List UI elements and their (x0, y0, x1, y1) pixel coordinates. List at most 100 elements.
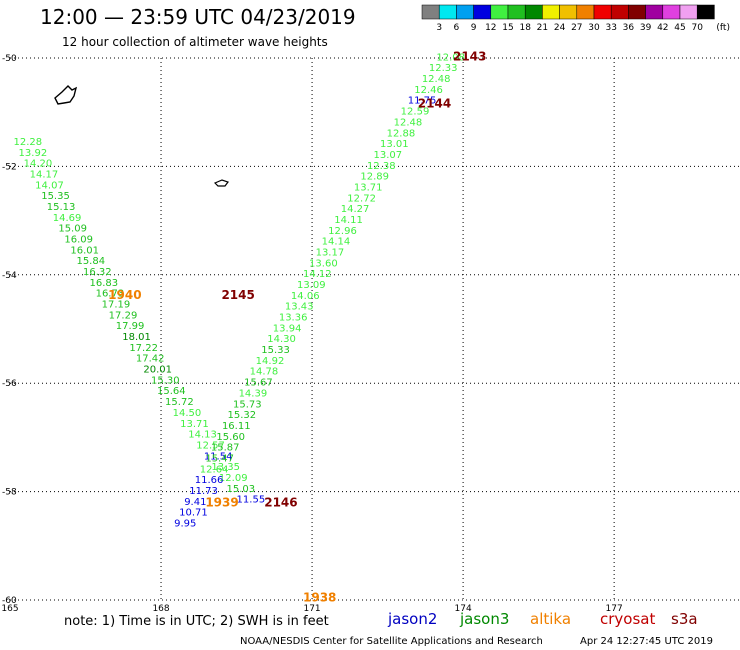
swh-value-label: 13.07 (373, 150, 402, 161)
colorbar-label: 18 (519, 23, 531, 33)
swh-value-label: 16.09 (64, 234, 93, 245)
pass-number-label: 2143 (453, 49, 486, 63)
y-tick-label: -50 (2, 54, 17, 64)
swh-value-label: 11.55 (237, 495, 266, 506)
pass-labels: 2143 2144 1940 2145 1939 2146 1938 (108, 49, 486, 604)
colorbar-label: 24 (554, 23, 566, 33)
satellite-legend-label: altika (530, 610, 571, 628)
swh-value-label: 13.71 (180, 419, 209, 430)
swh-value-label: 17.22 (129, 343, 158, 354)
swh-value-label: 15.73 (233, 399, 262, 410)
colorbar-legend: 3 6 9 12 15 18 21 24 27 30 33 36 39 42 45 70 (ft) (421, 4, 730, 33)
colorbar-label: 36 (623, 23, 635, 33)
colorbar-swatch (421, 4, 440, 20)
swh-value-label: 13.43 (285, 302, 314, 313)
swh-value-label: 17.42 (136, 354, 165, 365)
pass-number-label: 2144 (418, 97, 451, 111)
pass-number-label: 2145 (221, 288, 254, 302)
colorbar-label: 12 (485, 23, 496, 33)
colorbar-swatch (645, 4, 664, 20)
swh-value-label: 14.92 (256, 356, 285, 367)
pass-number-label: 2146 (264, 495, 297, 509)
swh-value-label: 14.30 (267, 334, 296, 345)
swh-value-label: 15.87 (211, 443, 240, 454)
swh-value-label: 10.71 (179, 508, 208, 519)
swh-value-label: 14.12 (303, 269, 332, 280)
chart-subtitle: 12 hour collection of altimeter wave hei… (62, 35, 328, 49)
swh-value-label: 15.84 (76, 256, 105, 267)
swh-value-label: 15.32 (227, 410, 256, 421)
swh-value-label: 15.72 (165, 397, 194, 408)
swh-value-label: 13.09 (297, 280, 326, 291)
swh-value-label: 13.36 (279, 313, 308, 324)
colorbar-unit: (ft) (716, 23, 730, 33)
swh-value-label: 12.33 (429, 63, 458, 74)
swh-value-label: 14.27 (341, 204, 370, 215)
colorbar-label: 6 (454, 23, 460, 33)
swh-value-label: 15.30 (151, 375, 180, 386)
swh-value-label: 12.64 (200, 464, 229, 475)
swh-value-label: 14.78 (250, 367, 279, 378)
colorbar-label: 3 (436, 23, 442, 33)
colorbar-swatch (679, 4, 698, 20)
x-tick-label: 174 (455, 604, 472, 614)
footer-timestamp: Apr 24 12:27:45 UTC 2019 (580, 636, 713, 647)
colorbar-swatch (610, 4, 629, 20)
colorbar-swatch (524, 4, 543, 20)
colorbar-swatch (542, 4, 560, 20)
swh-value-label: 15.64 (157, 386, 186, 397)
swh-value-label: 16.73 (96, 289, 125, 300)
chart-title: 12:00 — 23:59 UTC 04/23/2019 (40, 5, 356, 29)
colorbar-swatch (662, 4, 681, 20)
island-small-icon (213, 179, 229, 187)
swh-value-label: 17.99 (116, 321, 145, 332)
swh-value-label: 16.32 (83, 267, 112, 278)
swh-value-label: 14.50 (173, 408, 202, 419)
swh-value-label: 14.13 (188, 430, 217, 441)
colorbar-swatch (696, 4, 715, 20)
x-tick-label: 171 (303, 604, 320, 614)
colorbar-label: 30 (588, 23, 600, 33)
swh-value-label: 12.59 (401, 107, 430, 118)
colorbar-label: 15 (502, 23, 513, 33)
swh-value-label: 11.73 (189, 486, 218, 497)
swh-value-label: 18.01 (122, 332, 151, 343)
swh-value-label: 12.38 (367, 161, 396, 172)
swh-value-label: 13.17 (316, 247, 345, 258)
x-tick-label: 168 (152, 604, 169, 614)
swh-value-label: 16.11 (222, 421, 251, 432)
x-tick-label: 177 (606, 604, 623, 614)
swh-value-label: 15.60 (216, 432, 245, 443)
swh-value-label: 15.33 (261, 345, 290, 356)
swh-value-label: 15.09 (58, 224, 87, 235)
y-tick-label: -60 (2, 596, 17, 606)
y-tick-label: -52 (2, 162, 17, 172)
satellite-legend-label: jason2 (387, 610, 437, 628)
swh-value-label: 9.95 (174, 518, 196, 529)
swh-value-label: 15.03 (226, 484, 255, 495)
colorbar-swatch (473, 4, 492, 20)
colorbar-swatch (438, 4, 457, 20)
colorbar-swatch (507, 4, 526, 20)
colorbar-swatch (628, 4, 646, 20)
swh-value-label: 14.11 (334, 215, 363, 226)
swh-value-label: 12.09 (219, 473, 248, 484)
satellite-legend-label: s3a (671, 610, 698, 628)
colorbar-swatch (593, 4, 612, 20)
colorbar-swatch (559, 4, 578, 20)
colorbar-label: 33 (605, 23, 616, 33)
swh-value-label: 12.96 (328, 226, 357, 237)
satellite-legend: jason2 jason3 altika cryosat s3a (387, 610, 698, 628)
land-outlines (54, 85, 229, 187)
swh-value-label: 13.92 (19, 148, 48, 159)
colorbar-label: 45 (674, 23, 685, 33)
swh-value-label: 12.28 (14, 137, 43, 148)
y-tick-label: -58 (2, 488, 17, 498)
swh-value-label: 20.01 (143, 365, 172, 376)
swh-value-label: 11.54 (204, 451, 233, 462)
swh-value-label: 9.41 (184, 497, 206, 508)
swh-value-label: 14.07 (35, 180, 64, 191)
colorbar-label: 27 (571, 23, 582, 33)
swh-value-label: 12.57 (196, 440, 225, 451)
